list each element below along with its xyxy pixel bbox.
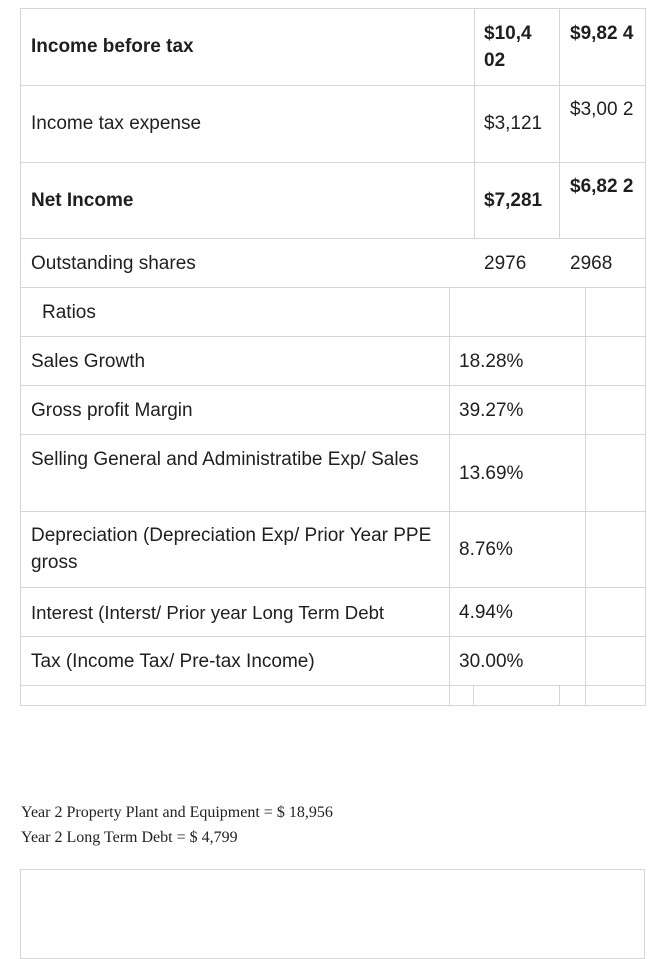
row-divider bbox=[20, 385, 646, 386]
col-divider bbox=[474, 8, 475, 239]
col-divider bbox=[559, 685, 560, 706]
cell-income-tax-expense-col1: $3,121 bbox=[484, 113, 543, 134]
cell-outstanding-shares-col1: 2976 bbox=[484, 253, 527, 274]
cell-income-before-tax-col1: $10,4 02 bbox=[484, 23, 532, 71]
row-label-income-before-tax: Income before tax bbox=[31, 36, 194, 57]
row-divider bbox=[20, 8, 646, 9]
ratio-value-gross-profit-margin: 39.27% bbox=[459, 400, 524, 421]
row-divider bbox=[20, 434, 646, 435]
col-divider bbox=[559, 8, 560, 239]
cell-net-income-col1: $7,281 bbox=[484, 190, 543, 211]
col-divider bbox=[585, 287, 586, 706]
ratios-header: Ratios bbox=[42, 302, 96, 323]
ratio-label-gross-profit-margin: Gross profit Margin bbox=[31, 400, 193, 421]
row-divider bbox=[20, 287, 646, 288]
row-divider bbox=[20, 511, 646, 512]
note-long-term-debt: Year 2 Long Term Debt = $ 4,799 bbox=[21, 829, 238, 846]
row-divider bbox=[20, 238, 646, 239]
ratio-value-depreciation: 8.76% bbox=[459, 539, 513, 560]
row-divider bbox=[20, 705, 646, 706]
row-divider bbox=[20, 587, 646, 588]
col-divider bbox=[645, 8, 646, 706]
ratio-label-sga-sales: Selling General and Administratibe Exp/ … bbox=[31, 449, 419, 470]
cell-income-tax-expense-col2: $3,00 2 bbox=[570, 99, 634, 120]
row-label-net-income: Net Income bbox=[31, 190, 134, 211]
row-divider bbox=[20, 162, 646, 163]
cell-net-income-col2: $6,82 2 bbox=[570, 176, 634, 197]
ratio-label-interest: Interest (Interst/ Prior year Long Term … bbox=[31, 602, 385, 623]
row-label-outstanding-shares: Outstanding shares bbox=[31, 253, 196, 274]
ratio-label-tax: Tax (Income Tax/ Pre-tax Income) bbox=[31, 651, 315, 672]
ratio-value-interest: 4.94% bbox=[459, 602, 513, 623]
cell-income-before-tax-col2: $9,82 4 bbox=[570, 23, 634, 44]
col-divider bbox=[473, 685, 474, 706]
ratio-value-sga-sales: 13.69% bbox=[459, 463, 524, 484]
col-divider bbox=[449, 287, 450, 706]
col-divider bbox=[20, 8, 21, 706]
ratio-value-tax: 30.00% bbox=[459, 651, 524, 672]
empty-answer-box bbox=[20, 869, 645, 959]
row-label-income-tax-expense: Income tax expense bbox=[31, 113, 202, 134]
cell-outstanding-shares-col2: 2968 bbox=[570, 253, 613, 274]
row-divider bbox=[20, 685, 646, 686]
row-divider bbox=[20, 336, 646, 337]
ratio-label-sales-growth: Sales Growth bbox=[31, 351, 146, 372]
ratio-label-depreciation: Depreciation (Depreciation Exp/ Prior Ye… bbox=[31, 525, 432, 573]
handwritten-notes: Year 2 Property Plant and Equipment = $ … bbox=[21, 800, 333, 850]
ratio-value-sales-growth: 18.28% bbox=[459, 351, 524, 372]
note-ppe: Year 2 Property Plant and Equipment = $ … bbox=[21, 804, 333, 821]
row-divider bbox=[20, 636, 646, 637]
row-divider bbox=[20, 85, 646, 86]
